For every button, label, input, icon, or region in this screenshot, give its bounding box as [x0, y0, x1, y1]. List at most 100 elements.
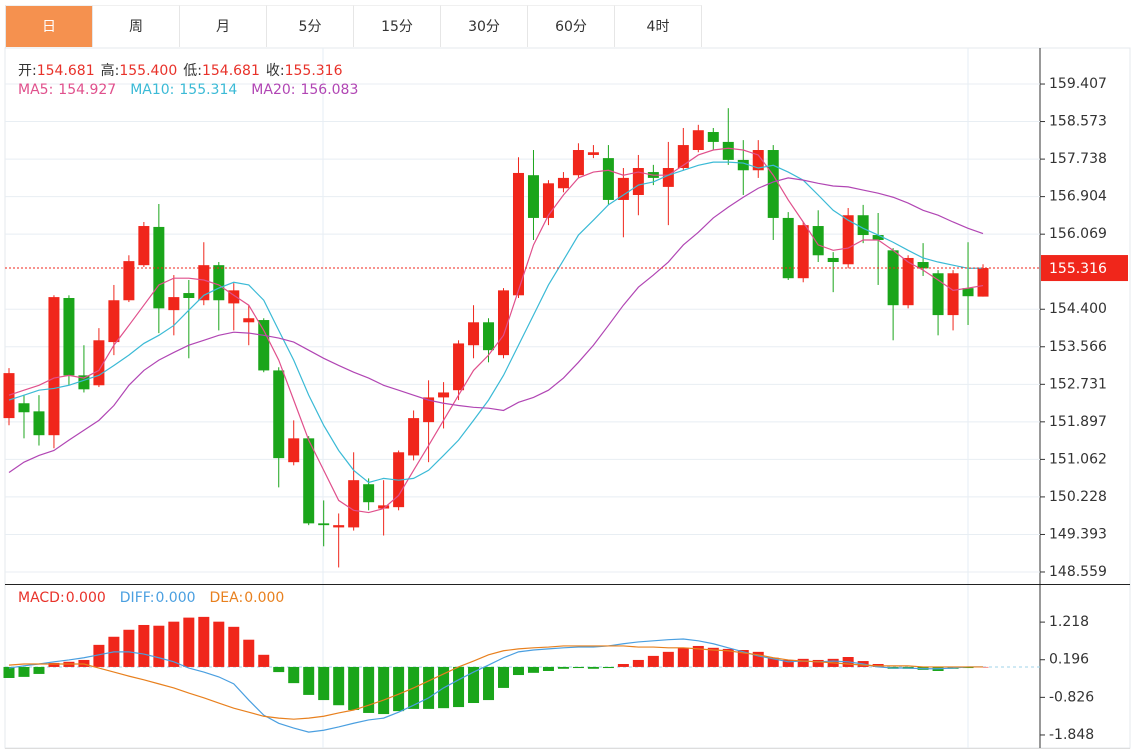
macd-bar — [647, 655, 659, 667]
macd-bar — [512, 666, 524, 676]
candle-body — [273, 370, 285, 459]
period-tab[interactable]: 30分 — [441, 5, 528, 47]
macd-line — [8, 645, 984, 720]
macd-bar — [183, 617, 195, 667]
macd-bar — [617, 663, 629, 667]
macd-legend: MACD:0.000 DIFF: 0.000 DEA:0.000 — [18, 590, 298, 606]
ohlc-value: 155.400 — [119, 63, 178, 79]
macd-bar — [138, 624, 150, 667]
period-tab[interactable]: 60分 — [528, 5, 615, 47]
period-tab[interactable]: 4时 — [615, 5, 702, 47]
candle-body — [542, 183, 554, 218]
last-price-box — [1041, 255, 1128, 282]
macd-bar — [48, 662, 60, 667]
macd-bar — [213, 621, 225, 667]
legend-label: MACD: — [18, 590, 65, 606]
macd-bar — [542, 666, 554, 671]
candle-body — [183, 293, 195, 299]
macd-bar — [557, 666, 569, 669]
legend-item: MA5: 154.927 — [18, 82, 116, 98]
y-tick-label: 151.897 — [1049, 414, 1107, 430]
candle-body — [842, 215, 854, 265]
candle-body — [408, 418, 420, 456]
legend-label: DIFF: — [119, 590, 155, 606]
candle-body — [33, 411, 45, 436]
candle-body — [797, 225, 809, 279]
macd-bar — [722, 648, 734, 667]
candle-body — [243, 318, 255, 323]
y-tick-label: 152.731 — [1049, 376, 1107, 392]
candle-body — [512, 172, 524, 296]
y-tick-label: -1.848 — [1049, 727, 1094, 743]
legend-item: MA20: 156.083 — [251, 82, 358, 98]
candle-body — [498, 290, 510, 356]
legend-item: DEA:0.000 — [210, 590, 285, 606]
macd-bar — [18, 666, 30, 677]
legend-item: MACD:0.000 — [18, 590, 106, 606]
ohlc-label: 收: — [265, 63, 285, 79]
y-tick-label: 159.407 — [1049, 76, 1107, 92]
macd-bar — [602, 666, 614, 669]
macd-bar — [348, 666, 360, 711]
ma-legend: MA5: 154.927 MA10: 155.314 MA20: 156.083 — [18, 82, 372, 98]
macd-bar — [632, 659, 644, 667]
macd-bar — [258, 654, 270, 667]
candle-body — [288, 438, 300, 463]
candle-body — [602, 158, 614, 200]
period-tab[interactable]: 5分 — [267, 5, 354, 47]
macd-bar — [527, 666, 539, 673]
candle-body — [213, 265, 225, 301]
candle-body — [812, 226, 824, 256]
last-price-label: 155.316 — [1049, 261, 1107, 277]
period-tab[interactable]: 15分 — [354, 5, 441, 47]
y-tick-label: -0.826 — [1049, 689, 1094, 705]
candle-body — [917, 262, 929, 269]
candle-body — [123, 261, 135, 301]
candle-body — [93, 340, 105, 386]
y-tick-label: 0.196 — [1049, 652, 1089, 668]
legend-value: 0.000 — [244, 590, 285, 606]
candle-body — [3, 373, 15, 419]
ohlc-label: 开: — [18, 63, 37, 79]
legend-value: 154.927 — [58, 82, 117, 98]
macd-bar — [572, 666, 584, 669]
ohlc-value: 154.681 — [201, 63, 260, 79]
macd-bar — [318, 666, 330, 701]
macd-bar — [423, 666, 435, 709]
macd-bar — [662, 651, 674, 667]
macd-bar — [498, 666, 510, 688]
candle-body — [138, 226, 150, 266]
macd-bar — [153, 625, 165, 667]
candle-body — [348, 480, 360, 528]
macd-bar — [333, 666, 345, 706]
macd-bar — [228, 626, 240, 667]
candle-body — [63, 298, 75, 376]
candle-body — [632, 168, 644, 195]
macd-bar — [752, 651, 764, 667]
period-tab[interactable]: 周 — [93, 5, 180, 47]
macd-bar — [33, 666, 45, 674]
macd-bar — [273, 666, 285, 673]
candle-body — [438, 392, 450, 398]
macd-bar — [812, 659, 824, 667]
ohlc-value: 155.316 — [284, 63, 343, 79]
y-tick-label: 156.904 — [1049, 189, 1107, 205]
ohlc-label: 低: — [183, 63, 202, 79]
ma-line — [8, 177, 984, 474]
period-tab[interactable]: 月 — [180, 5, 267, 47]
candle-body — [752, 150, 764, 171]
candle-body — [198, 265, 210, 301]
legend-label: MA5: — [18, 82, 54, 98]
candle-body — [483, 322, 495, 351]
ohlc-item: 开:154.681 — [18, 60, 95, 80]
macd-bar — [782, 659, 794, 667]
period-tab[interactable]: 日 — [6, 5, 93, 47]
candle-body — [228, 290, 240, 304]
candle-body — [303, 438, 315, 524]
macd-bar — [587, 666, 599, 669]
candle-body — [902, 257, 914, 306]
macd-bar — [123, 629, 135, 667]
candle-body — [677, 145, 689, 169]
candle-body — [692, 130, 704, 151]
macd-bar — [303, 666, 315, 695]
